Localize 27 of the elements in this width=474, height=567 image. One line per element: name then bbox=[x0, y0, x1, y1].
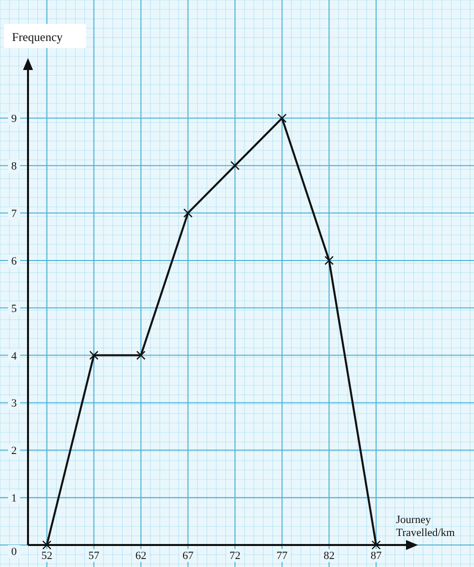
point bbox=[136, 350, 146, 360]
y-tick-label: 8 bbox=[11, 160, 18, 173]
point bbox=[372, 540, 381, 550]
point bbox=[324, 256, 334, 266]
x-tick-label: 87 bbox=[370, 550, 382, 562]
y-tick-label: 5 bbox=[11, 302, 18, 315]
y-tick-label: 1 bbox=[11, 492, 17, 505]
y-tick-label: 0 bbox=[11, 546, 18, 558]
y-tick-label: 3 bbox=[11, 398, 18, 410]
x-tick-label: 67 bbox=[182, 550, 194, 562]
point bbox=[183, 208, 193, 218]
x-tick-label: 62 bbox=[135, 550, 146, 562]
x-tick-label: 72 bbox=[229, 550, 240, 562]
x-tick-label: 52 bbox=[41, 550, 52, 562]
y-tick-label: 9 bbox=[11, 113, 18, 126]
point bbox=[89, 350, 98, 360]
point bbox=[42, 540, 52, 550]
y-axis-title: Frequency bbox=[12, 30, 63, 44]
x-tick-label: 57 bbox=[88, 550, 100, 562]
y-tick-label: 2 bbox=[11, 445, 17, 458]
point bbox=[277, 114, 287, 123]
y-tick-label: 6 bbox=[11, 255, 18, 268]
x-axis-title: Journey Travelled/km bbox=[396, 514, 456, 539]
x-tick-label: 77 bbox=[276, 550, 288, 562]
y-tick-label: 7 bbox=[11, 208, 18, 220]
x-tick-label: 82 bbox=[324, 550, 335, 562]
y-tick-label: 4 bbox=[11, 350, 18, 362]
